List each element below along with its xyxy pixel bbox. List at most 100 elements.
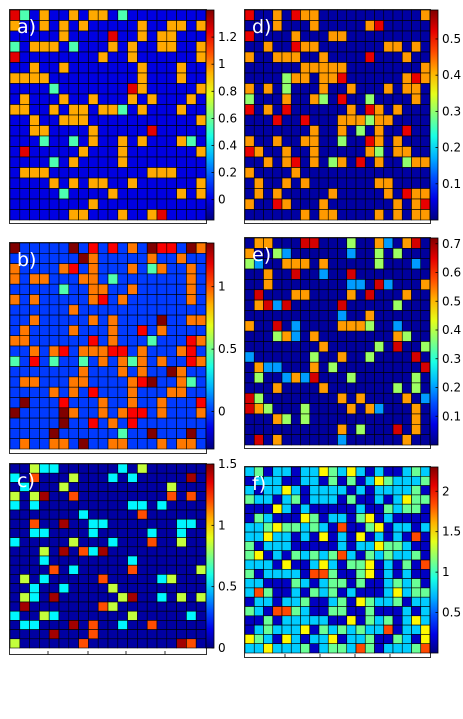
heatmap-cell	[281, 513, 292, 524]
heatmap-cell	[244, 403, 255, 415]
heatmap-cell	[290, 289, 301, 301]
heatmap-cell	[88, 583, 99, 594]
heatmap-cell	[146, 407, 158, 419]
heatmap-cell	[383, 41, 394, 53]
heatmap-cell	[39, 583, 50, 594]
heatmap-cell	[300, 320, 311, 332]
heatmap-cell	[327, 643, 338, 654]
heatmap-cell	[337, 72, 348, 84]
heatmap-cell	[166, 366, 177, 378]
heatmap-cell	[97, 355, 109, 367]
heatmap-cell	[68, 209, 79, 221]
heatmap-cell	[263, 531, 274, 542]
colorbar	[429, 9, 439, 221]
heatmap-cell	[146, 491, 158, 502]
heatmap-cell	[411, 643, 422, 654]
heatmap-cell	[107, 407, 119, 419]
heatmap-cell	[78, 345, 89, 357]
heatmap-cell	[39, 428, 50, 439]
heatmap-cell	[272, 279, 283, 291]
heatmap-cell	[48, 629, 60, 640]
heatmap-cell	[78, 242, 89, 254]
heatmap-cell	[48, 438, 60, 450]
heatmap-cell	[290, 413, 301, 425]
heatmap-cell	[318, 643, 329, 654]
heatmap-cell	[411, 146, 422, 158]
heatmap-cell	[78, 355, 89, 367]
heatmap-cell	[318, 624, 329, 635]
heatmap-cell	[195, 167, 207, 179]
heatmap-cell	[137, 156, 148, 168]
heatmap-cell	[327, 51, 338, 63]
heatmap-cell	[392, 643, 403, 654]
heatmap-cell	[318, 413, 329, 425]
heatmap-cell	[272, 310, 283, 322]
heatmap-cell	[355, 125, 366, 137]
heatmap-cell	[244, 513, 255, 524]
heatmap-cell	[401, 382, 412, 394]
heatmap-cell	[318, 198, 329, 210]
heatmap-cell	[97, 325, 109, 336]
heatmap-cell	[411, 466, 422, 477]
heatmap-cell	[107, 629, 119, 640]
heatmap-cell	[107, 583, 119, 594]
heatmap-cell	[281, 606, 292, 617]
heatmap-cell	[364, 341, 375, 353]
heatmap-cell	[186, 325, 197, 336]
heatmap-cell	[327, 485, 338, 496]
heatmap-cell	[272, 382, 283, 394]
heatmap-cell	[300, 596, 311, 607]
heatmap-cell	[176, 325, 187, 336]
heatmap-cell	[166, 528, 177, 538]
heatmap-cell	[327, 135, 338, 147]
heatmap-cell	[88, 463, 99, 474]
heatmap-cell	[137, 114, 148, 126]
heatmap-cell	[68, 407, 79, 419]
heatmap-cell	[420, 550, 431, 561]
heatmap-cell	[48, 537, 60, 548]
heatmap-cell	[9, 93, 21, 105]
heatmap-cell	[392, 146, 403, 158]
heatmap-cell	[420, 258, 431, 270]
heatmap-cell	[253, 330, 264, 342]
heatmap-cell	[420, 237, 431, 249]
heatmap-cell	[253, 341, 264, 353]
heatmap-cell	[29, 355, 40, 367]
heatmap-cell	[127, 51, 138, 63]
heatmap-cell	[48, 601, 60, 612]
heatmap-cell	[137, 564, 148, 575]
heatmap-cell	[195, 345, 207, 357]
heatmap-cell	[411, 93, 422, 105]
heatmap-cell	[374, 403, 385, 415]
heatmap-cell	[411, 104, 422, 116]
heatmap-cell	[68, 428, 79, 439]
heatmap-cell	[117, 135, 128, 147]
heatmap-cell	[420, 606, 431, 617]
heatmap-cell	[9, 574, 21, 584]
heatmap-cell	[78, 167, 89, 179]
heatmap-cell	[88, 283, 99, 295]
heatmap-cell	[327, 466, 338, 477]
heatmap-cell	[29, 386, 40, 398]
heatmap-cell	[420, 413, 431, 425]
heatmap-cell	[68, 188, 79, 200]
heatmap-cell	[401, 135, 412, 147]
heatmap-cell	[263, 72, 274, 84]
heatmap-cell	[337, 503, 348, 514]
heatmap-cell	[309, 167, 320, 179]
heatmap-cell	[78, 537, 89, 548]
heatmap-cell	[281, 289, 292, 301]
heatmap-cell	[68, 555, 79, 566]
heatmap-cell	[309, 72, 320, 84]
heatmap-cell	[383, 434, 394, 446]
heatmap-cell	[327, 320, 338, 332]
heatmap-cell	[9, 629, 21, 640]
heatmap-cell	[29, 438, 40, 450]
heatmap-cell	[309, 606, 320, 617]
heatmap-cell	[58, 491, 70, 502]
heatmap-cell	[392, 83, 403, 95]
heatmap-cell	[392, 372, 403, 384]
heatmap-cell	[78, 114, 89, 126]
heatmap-cell	[318, 135, 329, 147]
heatmap-cell	[127, 610, 138, 621]
